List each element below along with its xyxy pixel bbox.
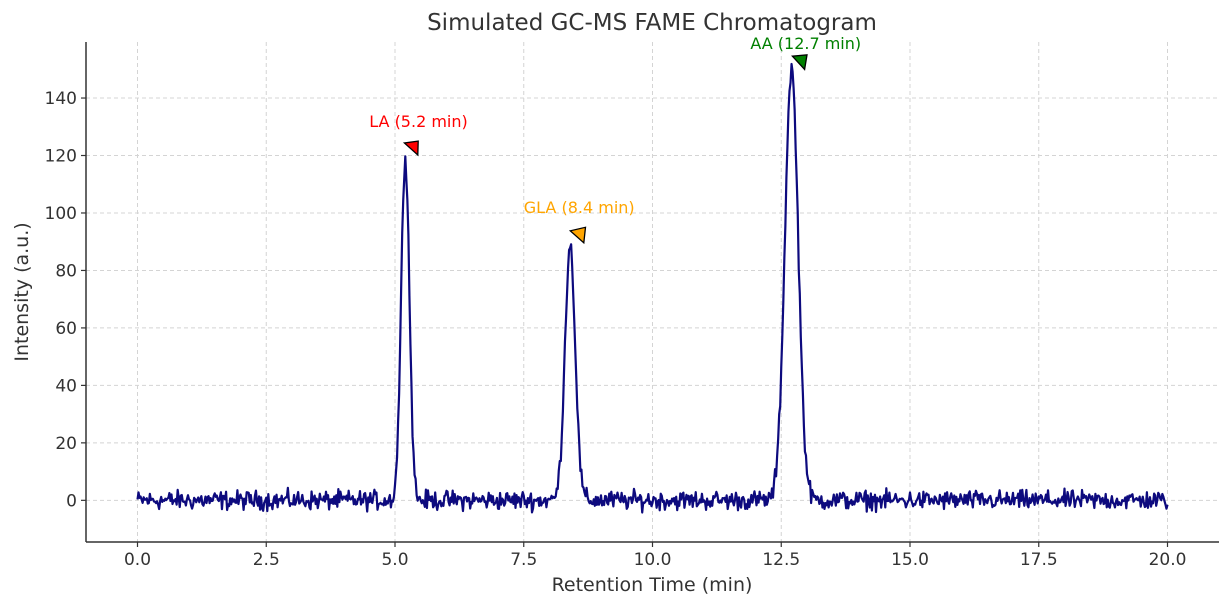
- y-tick-label: 60: [55, 319, 77, 339]
- x-tick-label: 0.0: [124, 550, 151, 570]
- x-tick-label: 7.5: [510, 550, 537, 570]
- x-tick-label: 17.5: [1020, 550, 1058, 570]
- grid: [86, 42, 1219, 542]
- x-axis-label: Retention Time (min): [552, 574, 753, 596]
- x-tick-label: 15.0: [891, 550, 929, 570]
- x-tick-label: 12.5: [762, 550, 800, 570]
- peak-annotation-arrow: [402, 140, 419, 157]
- series-line: [136, 62, 1169, 514]
- peak-annotation-arrow: [568, 226, 587, 245]
- y-tick-label: 0: [66, 491, 77, 511]
- x-axis-ticks: 0.0 2.5 5.0 7.5 10.0 12.5 15.0 17.5 20.0: [124, 542, 1186, 570]
- y-tick-label: 40: [55, 376, 77, 396]
- y-axis-label: Intensity (a.u.): [11, 222, 33, 361]
- peak-annotation-label: LA (5.2 min): [369, 112, 468, 131]
- y-tick-label: 120: [45, 147, 77, 167]
- x-tick-label: 5.0: [381, 550, 408, 570]
- y-tick-label: 140: [45, 89, 77, 109]
- chart-title: Simulated GC-MS FAME Chromatogram: [427, 10, 877, 36]
- peak-annotation-label: GLA (8.4 min): [524, 198, 635, 217]
- y-tick-label: 100: [45, 204, 77, 224]
- peak-annotation-label: AA (12.7 min): [750, 34, 861, 53]
- y-axis-ticks: 0 20 40 60 80 100 120 140: [45, 89, 86, 511]
- y-tick-label: 80: [55, 261, 77, 281]
- y-tick-label: 20: [55, 434, 77, 454]
- x-tick-label: 2.5: [253, 550, 280, 570]
- peak-annotations: LA (5.2 min) GLA (8.4 min) AA (12.7 min): [369, 34, 861, 245]
- x-tick-label: 20.0: [1149, 550, 1187, 570]
- x-tick-label: 10.0: [634, 550, 672, 570]
- peak-annotation-arrow: [791, 54, 808, 71]
